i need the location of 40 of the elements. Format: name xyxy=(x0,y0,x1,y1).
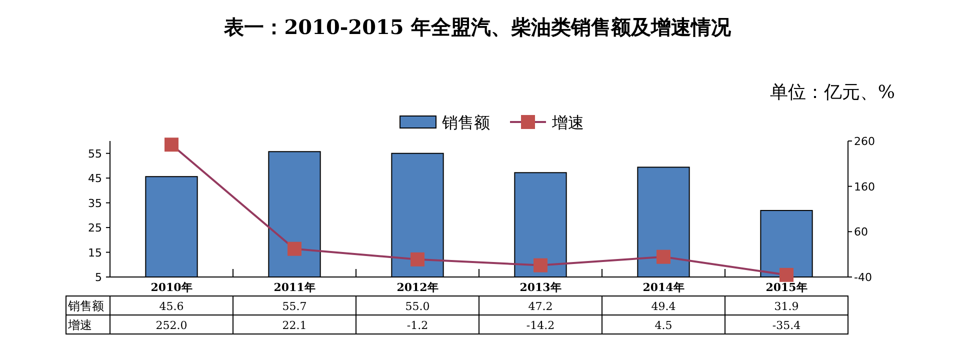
y2-tick-label: 260 xyxy=(854,135,875,148)
data-label: 55.7 xyxy=(282,300,307,313)
data-label: 252.0 xyxy=(156,319,188,332)
point xyxy=(780,268,794,282)
legend-label: 销售额 xyxy=(441,113,490,132)
x-tick-label: 2011年 xyxy=(274,281,316,294)
y-tick-label: 35 xyxy=(88,196,102,210)
data-label: 45.6 xyxy=(159,300,184,313)
data-label: -14.2 xyxy=(526,319,555,332)
point xyxy=(656,250,670,264)
data-label: 47.2 xyxy=(528,300,553,313)
x-tick-label: 2015年 xyxy=(766,281,808,294)
x-tick-label: 2010年 xyxy=(150,281,192,294)
data-label: -1.2 xyxy=(406,319,428,332)
point xyxy=(288,242,302,256)
y2-tick-label: 60 xyxy=(854,226,868,239)
data-label: 31.9 xyxy=(774,300,799,313)
y2-tick-label: 160 xyxy=(854,180,875,194)
x-tick-label: 2014年 xyxy=(642,281,684,294)
point xyxy=(534,258,548,272)
data-label: 55.0 xyxy=(405,300,430,313)
y-tick-label: 25 xyxy=(88,222,102,235)
text: 单位：亿元、% xyxy=(770,82,895,103)
legend-label: 增速 xyxy=(551,113,584,132)
y2-tick-label: -40 xyxy=(854,271,872,284)
chart-title: 表一：2010-2015 年全盟汽、柴油类销售额及增速情况 xyxy=(223,15,732,39)
x-tick-label: 2013年 xyxy=(520,281,562,294)
data-label: -35.4 xyxy=(772,319,801,332)
y-tick-label: 55 xyxy=(88,147,102,160)
data-label: 4.5 xyxy=(654,319,672,332)
y-tick-label: 45 xyxy=(88,172,102,186)
data-label: 49.4 xyxy=(651,300,676,313)
text: 销售额 xyxy=(68,299,104,313)
point xyxy=(164,138,178,152)
data-label: 22.1 xyxy=(282,319,307,332)
point xyxy=(410,252,424,266)
y-tick-label: 5 xyxy=(95,271,102,284)
text: 增速 xyxy=(68,318,92,332)
y-tick-label: 15 xyxy=(88,246,102,260)
x-tick-label: 2012年 xyxy=(396,281,438,294)
